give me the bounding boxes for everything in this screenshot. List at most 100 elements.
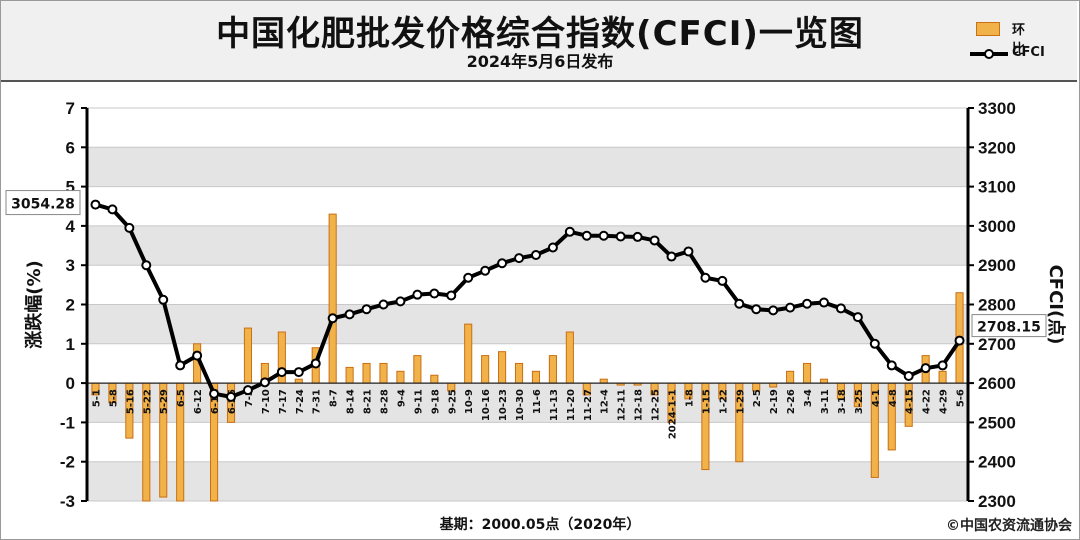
bar-7-3	[243, 327, 253, 384]
cfci-point-2-5	[751, 304, 762, 315]
cfci-point-8-7	[327, 313, 338, 324]
cfci-point-12-4	[598, 230, 609, 241]
grid-band	[87, 461, 968, 501]
cfci-point-2-19	[768, 305, 779, 316]
x-tick-label: 11-13	[549, 389, 560, 421]
cfci-point-10-23	[497, 258, 508, 269]
bar-8-21	[362, 362, 371, 384]
bar-11-13	[548, 355, 557, 384]
x-tick-label: 9-4	[396, 389, 407, 407]
x-tick-label: 10-23	[498, 389, 509, 421]
cfci-point-5-6	[954, 335, 965, 346]
x-tick-label: 6-5	[176, 389, 187, 407]
x-tick-label: 2-19	[769, 389, 780, 414]
legend-bar-label: 环比	[1012, 23, 1026, 57]
right-tick-label: 2400	[978, 453, 1016, 472]
bar-9-11	[413, 355, 422, 384]
x-tick-label: 5-22	[142, 389, 153, 414]
x-tick-label: 8-28	[379, 389, 390, 414]
bar-9-18	[430, 374, 439, 384]
left-tick-label: -1	[60, 413, 75, 432]
x-tick-label: 6-19	[210, 389, 221, 414]
cfci-point-1-29	[734, 298, 745, 309]
x-tick-label: 12-4	[600, 389, 611, 414]
cfci-point-3-4	[802, 298, 813, 309]
x-tick-label: 6-12	[193, 389, 204, 414]
x-tick-label: 5-6	[956, 389, 967, 407]
cfci-point-4-8	[886, 360, 897, 371]
x-tick-label: 5-1	[91, 389, 102, 407]
x-tick-label: 10-30	[515, 389, 526, 421]
right-tick-label: 3100	[978, 178, 1016, 197]
x-tick-label: 7-10	[261, 389, 272, 414]
left-tick-label: 6	[66, 138, 75, 157]
bar-8-14	[345, 366, 354, 384]
cfci-point-6-5	[175, 360, 186, 371]
x-tick-label: 8-7	[329, 389, 340, 407]
x-tick-label: 8-21	[363, 389, 374, 414]
bar-8-7	[328, 213, 337, 384]
grid-band	[87, 147, 968, 187]
left-tick-label: 3	[66, 256, 75, 275]
right-tick-label: 2500	[978, 413, 1016, 432]
cfci-point-12-11	[615, 231, 626, 242]
x-tick-label: 4-8	[888, 389, 899, 407]
cfci-point-2-26	[785, 302, 796, 313]
x-tick-label: 9-25	[447, 389, 458, 414]
x-tick-label: 11-27	[583, 389, 594, 421]
cfci-point-12-18	[632, 231, 643, 242]
right-tick-label: 3300	[978, 99, 1016, 118]
chart-subtitle: 2024年5月6日发布	[466, 52, 614, 71]
legend-bar-swatch	[976, 22, 1000, 36]
right-tick-label: 2600	[978, 374, 1016, 393]
cfci-point-11-6	[530, 249, 541, 260]
x-tick-label: 4-29	[939, 389, 950, 414]
x-tick-label: 4-15	[905, 389, 916, 414]
cfci-point-1-22	[717, 275, 728, 286]
bar-10-9	[464, 323, 473, 384]
legend-line-label: CFCI	[1012, 45, 1045, 60]
cfci-point-10-9	[463, 272, 474, 283]
x-tick-label: 7-17	[278, 389, 289, 414]
x-tick-label: 12-25	[651, 389, 662, 421]
annotation-last-label: 2708.15	[977, 320, 1041, 336]
bar-4-29	[938, 370, 947, 384]
cfci-point-4-29	[937, 360, 948, 371]
footer-base-period: 基期：2000.05点（2020年）	[439, 517, 641, 533]
cfci-point-5-8	[107, 204, 118, 215]
right-tick-label: 2700	[978, 335, 1016, 354]
left-tick-label: -3	[60, 492, 75, 511]
annotation-first-box	[5, 190, 81, 216]
bar-11-20	[565, 331, 574, 384]
x-tick-label: 7-24	[295, 389, 306, 414]
bar-3-4	[802, 362, 812, 384]
grid-band	[87, 304, 968, 344]
left-tick-label: 0	[66, 374, 75, 393]
left-tick-label: 1	[66, 335, 75, 354]
cfci-point-11-27	[581, 230, 592, 241]
x-tick-label: 9-18	[430, 389, 441, 414]
x-tick-label: 9-11	[413, 389, 424, 414]
left-tick-label: 5	[66, 178, 75, 197]
x-tick-label: 1-29	[735, 389, 746, 414]
grid-band	[87, 225, 968, 266]
cfci-point-8-14	[344, 309, 355, 320]
bar-10-16	[481, 355, 490, 384]
x-tick-label: 7-31	[312, 389, 323, 414]
cfci-point-12-25	[649, 235, 660, 246]
bar-8-28	[379, 362, 388, 384]
x-tick-label: 4-1	[871, 389, 882, 407]
left-tick-label: 7	[66, 99, 75, 118]
cfci-point-7-3	[242, 385, 253, 396]
x-tick-label: 2024-1-1	[668, 389, 679, 439]
x-tick-label: 5-8	[108, 389, 119, 407]
header-band	[1, 1, 1077, 82]
footer-source: ©中国农资流通协会	[946, 518, 1072, 534]
cfci-point-2024-1-1	[666, 251, 677, 262]
cfci-point-10-16	[480, 265, 491, 276]
cfci-point-1-15	[700, 272, 711, 283]
cfci-point-10-30	[514, 253, 525, 264]
cfci-point-7-31	[310, 358, 321, 369]
y-axis-left-title: 涨跌幅(%)	[23, 260, 45, 349]
x-tick-label: 3-25	[854, 389, 865, 414]
